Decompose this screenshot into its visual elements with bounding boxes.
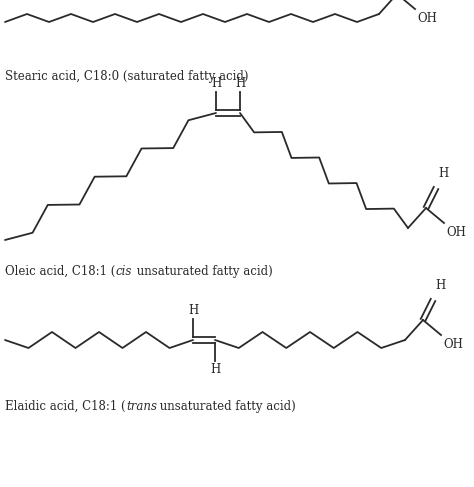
Text: H: H — [435, 279, 445, 292]
Text: H: H — [210, 363, 220, 376]
Text: trans: trans — [127, 400, 158, 413]
Text: cis: cis — [115, 265, 132, 278]
Text: Oleic acid, C18:1 (: Oleic acid, C18:1 ( — [5, 265, 115, 278]
Text: OH: OH — [446, 226, 466, 239]
Text: H: H — [188, 304, 198, 317]
Text: unsaturated fatty acid): unsaturated fatty acid) — [156, 400, 296, 413]
Text: OH: OH — [443, 338, 463, 351]
Text: Elaidic acid, C18:1 (: Elaidic acid, C18:1 ( — [5, 400, 126, 413]
Text: unsaturated fatty acid): unsaturated fatty acid) — [133, 265, 273, 278]
Text: H: H — [235, 77, 245, 90]
Text: H: H — [211, 77, 221, 90]
Text: H: H — [438, 167, 448, 180]
Text: OH: OH — [417, 12, 437, 25]
Text: Stearic acid, C18:0 (saturated fatty acid): Stearic acid, C18:0 (saturated fatty aci… — [5, 70, 248, 83]
